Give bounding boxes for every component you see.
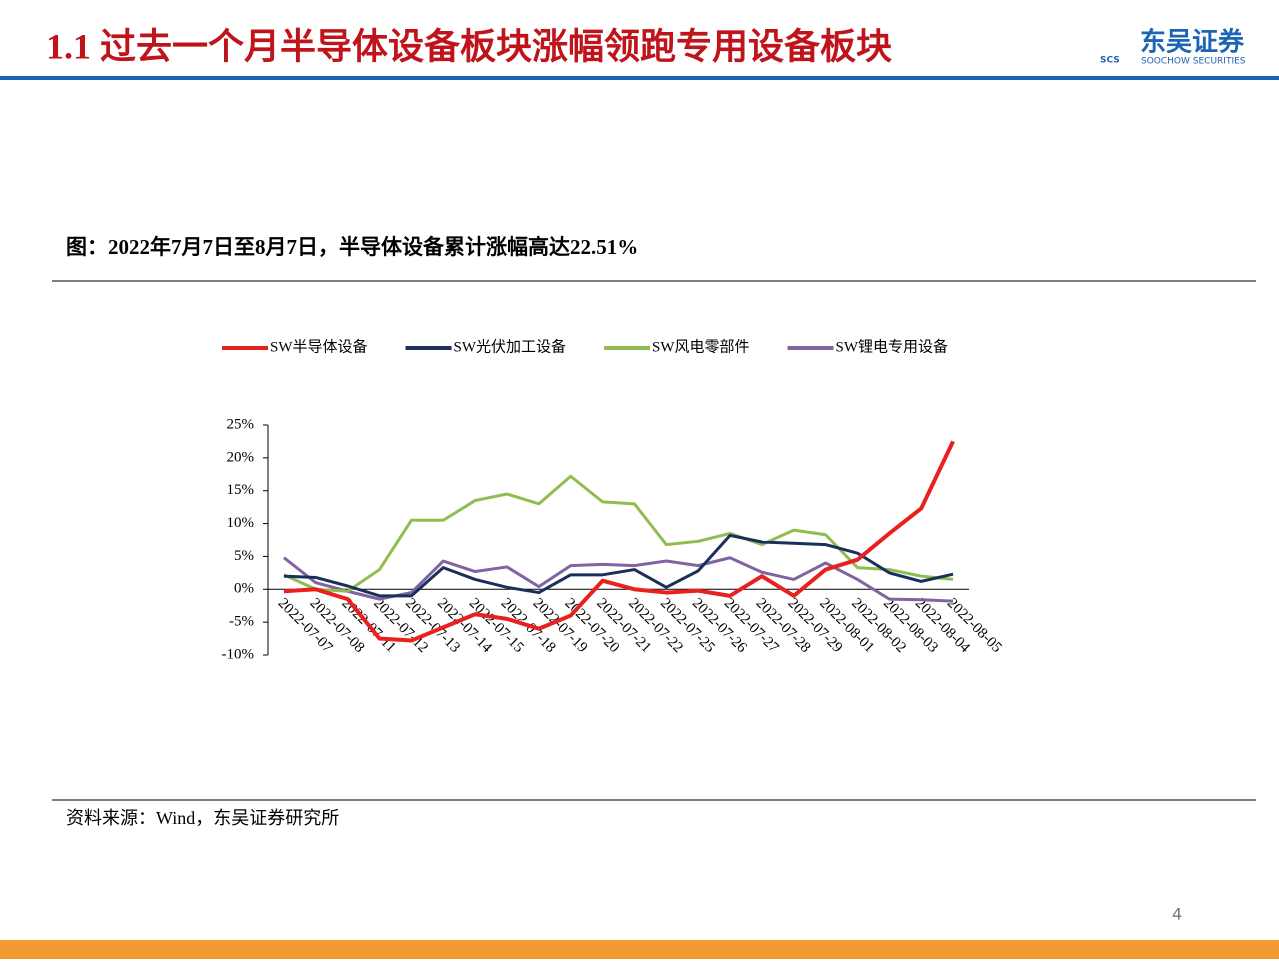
y-tick-label: -5% <box>229 614 254 630</box>
y-tick-label: 5% <box>234 548 254 564</box>
legend-label: SW风电零部件 <box>652 338 750 355</box>
chart-title: 图：2022年7月7日至8月7日，半导体设备累计涨幅高达22.51% <box>66 235 638 259</box>
y-tick-label: -10% <box>222 646 255 662</box>
legend-label: SW光伏加工设备 <box>454 338 567 355</box>
y-tick-label: 20% <box>227 449 255 465</box>
footer-bar <box>0 940 1279 959</box>
y-tick-label: 15% <box>227 482 255 498</box>
page-number: 4 <box>1172 905 1182 924</box>
logo-cn: 东吴证券 <box>1140 27 1245 58</box>
line <box>283 533 954 598</box>
y-tick-label: 0% <box>234 581 254 597</box>
line <box>283 440 955 643</box>
line <box>283 474 954 593</box>
header-rule <box>0 76 1279 80</box>
slide-title: 1.1 过去一个月半导体设备板块涨幅领跑专用设备板块 <box>46 26 892 66</box>
logo-en: SOOCHOW SECURITIES <box>1141 57 1246 67</box>
y-tick-label: 10% <box>227 515 255 531</box>
source: 资料来源：Wind，东吴证券研究所 <box>66 808 339 828</box>
legend-label: SW锂电专用设备 <box>836 338 949 355</box>
legend-label: SW半导体设备 <box>270 338 368 355</box>
y-tick-label: 25% <box>227 416 255 432</box>
logo-mark: SCS <box>1100 56 1120 66</box>
